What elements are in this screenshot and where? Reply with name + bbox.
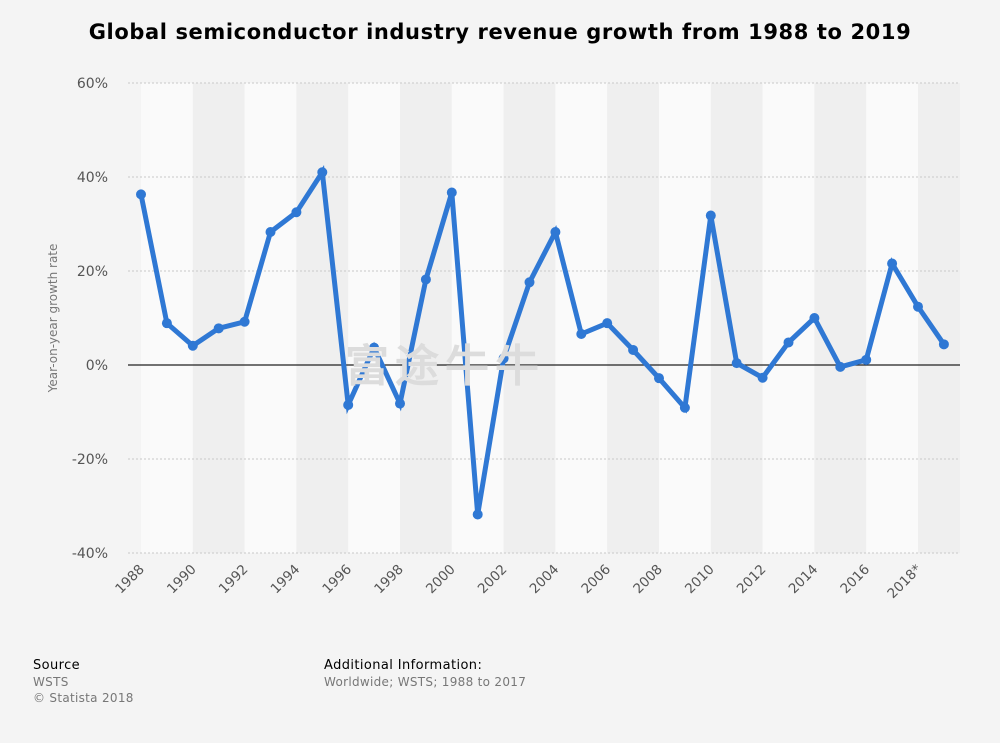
y-tick-label: 0% <box>86 358 108 374</box>
data-point <box>395 398 405 409</box>
source-block: Source WSTS © Statista 2018 <box>33 658 134 706</box>
data-point <box>679 402 690 413</box>
data-point <box>265 226 276 237</box>
x-tick-label: 1990 <box>164 562 200 598</box>
x-tick-label: 2000 <box>423 562 459 598</box>
data-point <box>498 353 509 364</box>
background-band <box>762 83 815 553</box>
x-tick-label: 1994 <box>268 562 304 598</box>
data-point <box>187 340 198 351</box>
data-point <box>783 337 794 348</box>
background-band <box>555 83 608 553</box>
data-point <box>576 328 587 339</box>
data-point <box>731 358 742 369</box>
background-band <box>866 83 918 553</box>
data-point <box>809 313 820 323</box>
data-point <box>161 318 172 329</box>
background-band <box>710 83 763 553</box>
x-tick-label: 2018* <box>884 561 925 602</box>
x-tick-label: 2010 <box>682 562 718 598</box>
data-point <box>369 342 380 353</box>
data-point <box>757 372 768 383</box>
data-point <box>472 509 483 520</box>
data-point <box>213 323 224 334</box>
data-point <box>602 318 613 329</box>
x-tick-label: 2008 <box>630 562 666 598</box>
series-line <box>138 165 947 515</box>
x-tick-label: 1998 <box>371 562 407 598</box>
data-point <box>420 274 431 285</box>
source-name[interactable]: WSTS <box>33 675 69 689</box>
background-band <box>192 83 245 553</box>
additional-info-text: Worldwide; WSTS; 1988 to 2017 <box>324 675 527 689</box>
data-point <box>317 167 328 178</box>
watermark-text: 富途牛牛 <box>345 341 545 392</box>
data-point <box>861 354 872 365</box>
background-band <box>400 83 452 553</box>
y-tick-label: 20% <box>77 264 108 280</box>
additional-info-heading: Additional Information: <box>324 658 483 673</box>
data-point <box>887 258 898 269</box>
data-point <box>705 210 716 221</box>
background-band <box>348 83 400 553</box>
data-point <box>446 187 457 198</box>
y-tick-label: 40% <box>77 170 108 186</box>
x-tick-label: 2006 <box>578 562 614 598</box>
data-point <box>628 344 639 355</box>
data-point <box>550 226 561 237</box>
x-tick-label: 1992 <box>216 562 252 598</box>
data-point <box>291 207 302 218</box>
data-point <box>524 277 535 288</box>
background-band <box>659 83 711 553</box>
data-point <box>654 373 664 384</box>
background-band <box>503 83 556 553</box>
background-band <box>244 83 297 553</box>
background-band <box>814 83 867 553</box>
data-point <box>343 399 354 410</box>
y-tick-label: -20% <box>72 452 108 468</box>
x-tick-label: 2012 <box>734 562 770 598</box>
x-tick-label: 2002 <box>475 562 511 598</box>
additional-info-block: Additional Information: Worldwide; WSTS;… <box>324 658 526 690</box>
data-point <box>239 316 250 327</box>
data-point <box>136 189 146 200</box>
data-point <box>938 339 949 350</box>
x-tick-label: 2016 <box>837 562 873 598</box>
copyright-text: © Statista 2018 <box>33 691 134 705</box>
y-tick-label: 60% <box>77 76 108 92</box>
x-tick-label: 2004 <box>527 562 563 598</box>
x-tick-label: 2014 <box>786 562 822 598</box>
data-point <box>835 361 846 372</box>
source-heading: Source <box>33 658 81 673</box>
chart-title: Global semiconductor industry revenue gr… <box>88 20 912 44</box>
x-tick-label: 1988 <box>112 562 148 598</box>
background-band <box>607 83 659 553</box>
y-tick-label: -40% <box>72 546 108 562</box>
y-axis-label: Year-on-year growth rate <box>46 244 60 394</box>
x-tick-label: 1996 <box>319 562 355 598</box>
data-point <box>913 301 923 312</box>
